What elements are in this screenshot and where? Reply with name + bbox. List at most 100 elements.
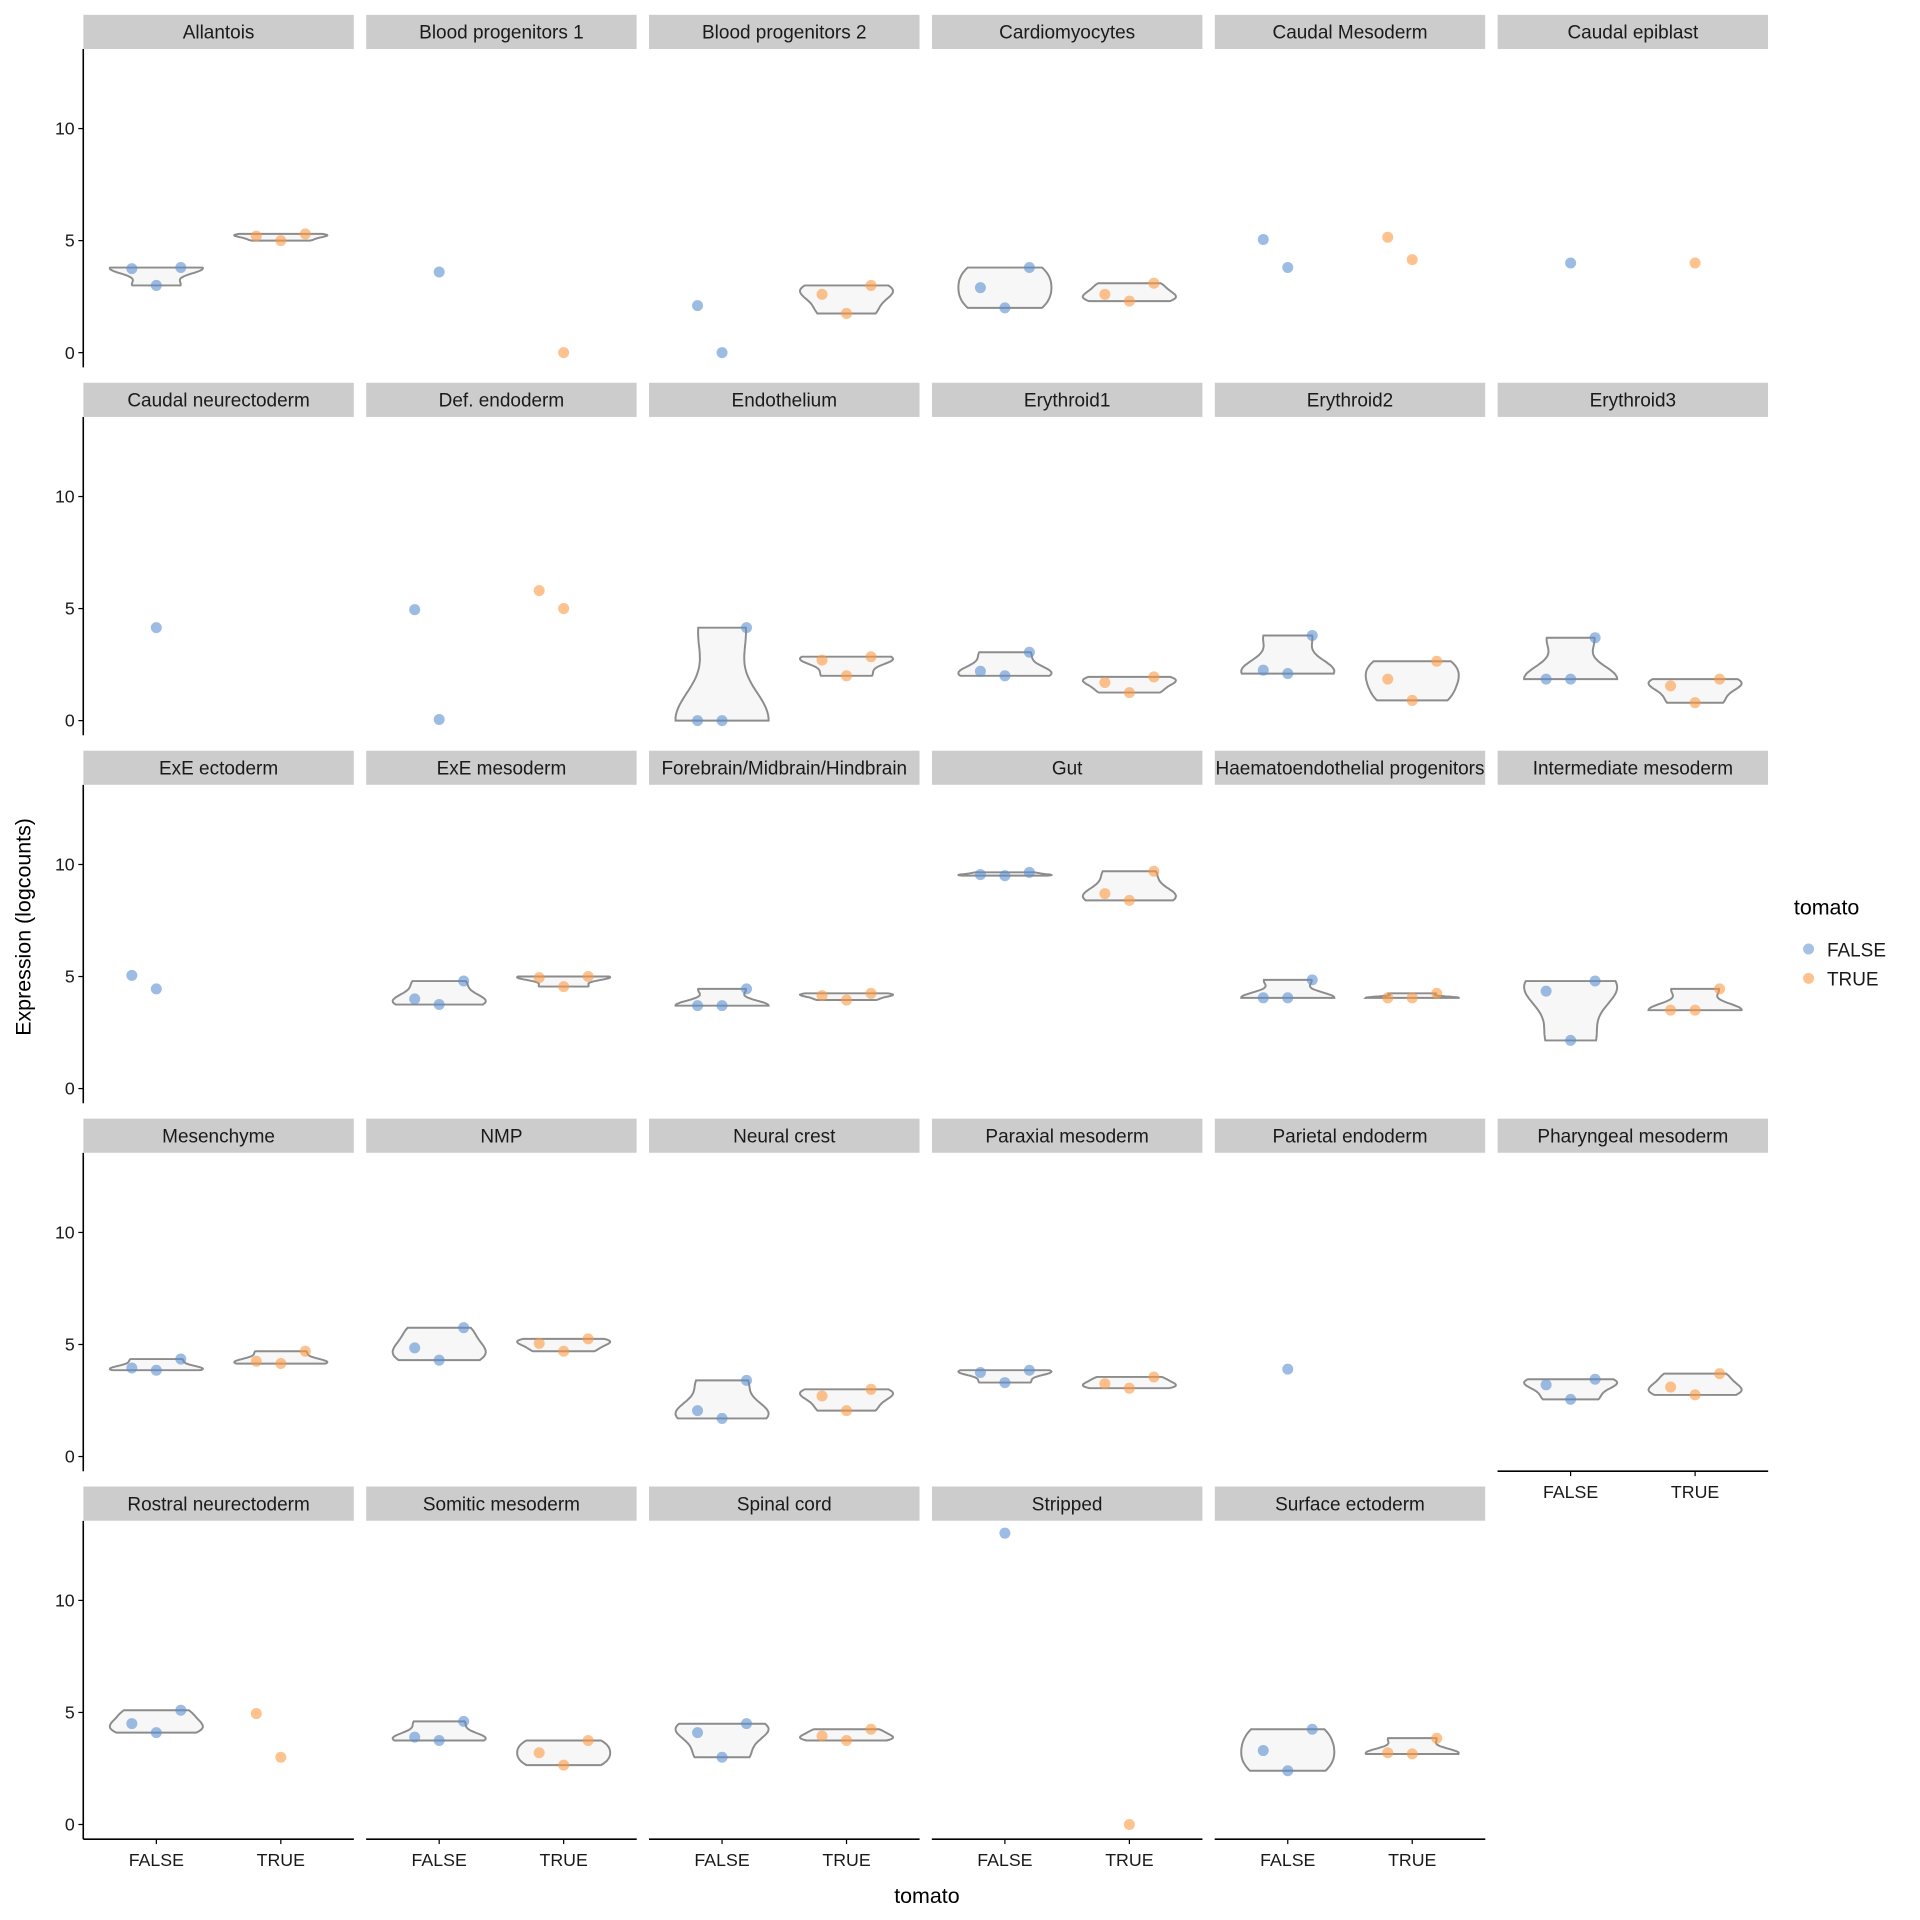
- data-point-false: [150, 1364, 162, 1376]
- x-tick-label: TRUE: [540, 1850, 588, 1870]
- data-point-false: [1282, 261, 1294, 274]
- facet-strip-background: [931, 1486, 1203, 1521]
- facet-strip-label: Parietal endoderm: [1272, 1126, 1427, 1147]
- panels: Allantois 0 5 10 Blood progenitors 1 Blood pr…: [55, 14, 1769, 1870]
- data-point-true: [1123, 1382, 1135, 1394]
- data-point-true: [816, 990, 828, 1002]
- data-point-true: [1431, 987, 1443, 999]
- data-point-false: [716, 1000, 728, 1012]
- facet-strip: ExE mesoderm: [366, 750, 637, 785]
- data-point-false: [716, 347, 728, 359]
- data-point-false: [974, 665, 986, 677]
- data-point-true: [1382, 1747, 1394, 1759]
- data-point-false: [150, 983, 162, 995]
- data-point-false: [741, 1718, 753, 1730]
- data-point-true: [1123, 894, 1135, 906]
- data-point-false: [1565, 1034, 1577, 1046]
- facet-strip-label: Caudal Mesoderm: [1273, 23, 1428, 44]
- facet-strip: Spinal cord: [648, 1486, 920, 1521]
- data-point-false: [1589, 975, 1601, 987]
- data-point-true: [1714, 1368, 1726, 1380]
- panel: Erythroid2: [1214, 382, 1486, 706]
- facet-strip-background: [648, 1486, 920, 1521]
- data-point-true: [865, 987, 877, 999]
- data-point-true: [558, 981, 570, 993]
- data-point-false: [1589, 1373, 1601, 1385]
- data-point-false: [1023, 261, 1035, 274]
- data-point-false: [692, 715, 704, 727]
- data-point-false: [716, 1412, 728, 1424]
- data-point-true: [1123, 1818, 1135, 1830]
- data-point-true: [816, 288, 828, 300]
- data-point-true: [275, 1358, 287, 1370]
- data-point-true: [841, 670, 853, 682]
- data-point-true: [1382, 231, 1394, 243]
- data-point-true: [841, 994, 853, 1006]
- data-point-true: [533, 972, 545, 984]
- facet-strip-label: Intermediate mesoderm: [1533, 758, 1733, 779]
- data-point-true: [841, 1405, 853, 1417]
- facet-strip: Caudal neurectoderm: [83, 382, 354, 417]
- legend-label-false: FALSE: [1827, 940, 1886, 961]
- data-point-false: [1282, 1363, 1294, 1375]
- data-point-false: [150, 1727, 162, 1739]
- facet-strip-background: [366, 750, 637, 785]
- data-point-false: [409, 1342, 421, 1354]
- y-tick-label: 10: [55, 487, 75, 507]
- panel: Caudal epiblast: [1497, 14, 1769, 269]
- data-point-true: [299, 1345, 311, 1357]
- legend-title: tomato: [1794, 896, 1859, 920]
- facet-strip-label: Pharyngeal mesoderm: [1537, 1126, 1728, 1147]
- data-point-false: [433, 266, 445, 278]
- violin-false: [1240, 634, 1336, 675]
- data-point-true: [250, 1708, 262, 1720]
- facet-strip-background: [83, 14, 354, 49]
- data-point-false: [1023, 1364, 1035, 1376]
- data-point-false: [1282, 668, 1294, 680]
- y-tick-label: 0: [65, 1447, 75, 1467]
- data-point-true: [582, 1333, 594, 1345]
- facet-strip: Mesenchyme: [83, 1118, 354, 1153]
- data-point-true: [558, 347, 570, 359]
- data-point-true: [1123, 295, 1135, 307]
- data-point-true: [1123, 687, 1135, 699]
- data-point-true: [299, 228, 311, 240]
- facet-strip-label: ExE ectoderm: [159, 758, 278, 779]
- facet-strip-background: [83, 750, 354, 785]
- panel: Mesenchyme 0 5 10: [55, 1118, 354, 1472]
- panel: Rostral neurectoderm 0 5 10 FALSE TRUE: [55, 1486, 354, 1870]
- panel: Blood progenitors 1: [366, 14, 637, 359]
- violin-false: [674, 1379, 770, 1420]
- facet-strip: Somitic mesoderm: [366, 1486, 637, 1521]
- data-point-true: [1099, 677, 1111, 689]
- data-point-true: [558, 603, 570, 615]
- data-point-true: [533, 585, 545, 597]
- data-point-true: [582, 971, 594, 983]
- x-tick-label: TRUE: [1388, 1850, 1436, 1870]
- facet-strip-label: Paraxial mesoderm: [985, 1126, 1148, 1147]
- x-axis-title: tomato: [894, 1884, 959, 1908]
- data-point-false: [458, 1322, 470, 1334]
- facet-strip-label: NMP: [480, 1126, 522, 1147]
- data-point-false: [716, 715, 728, 727]
- facet-strip-background: [648, 750, 920, 785]
- x-tick-label: FALSE: [129, 1850, 184, 1870]
- data-point-true: [1714, 983, 1726, 995]
- data-point-true: [1689, 697, 1701, 709]
- violin-false: [957, 266, 1053, 309]
- data-point-false: [999, 870, 1011, 882]
- facet-strip: Blood progenitors 2: [648, 14, 920, 49]
- facet-strip-background: [83, 1118, 354, 1153]
- data-point-false: [126, 969, 138, 981]
- legend: tomato FALSE TRUE: [1794, 896, 1886, 991]
- data-point-false: [126, 263, 138, 275]
- data-point-false: [692, 1727, 704, 1739]
- panel: Intermediate mesoderm: [1497, 750, 1769, 1046]
- data-point-false: [1540, 673, 1552, 685]
- data-point-true: [1148, 277, 1160, 289]
- facet-strip: ExE ectoderm: [83, 750, 354, 785]
- data-point-true: [1714, 673, 1726, 685]
- facet-strip: Neural crest: [648, 1118, 920, 1153]
- data-point-false: [1565, 1393, 1577, 1405]
- panel: Allantois 0 5 10: [55, 14, 354, 368]
